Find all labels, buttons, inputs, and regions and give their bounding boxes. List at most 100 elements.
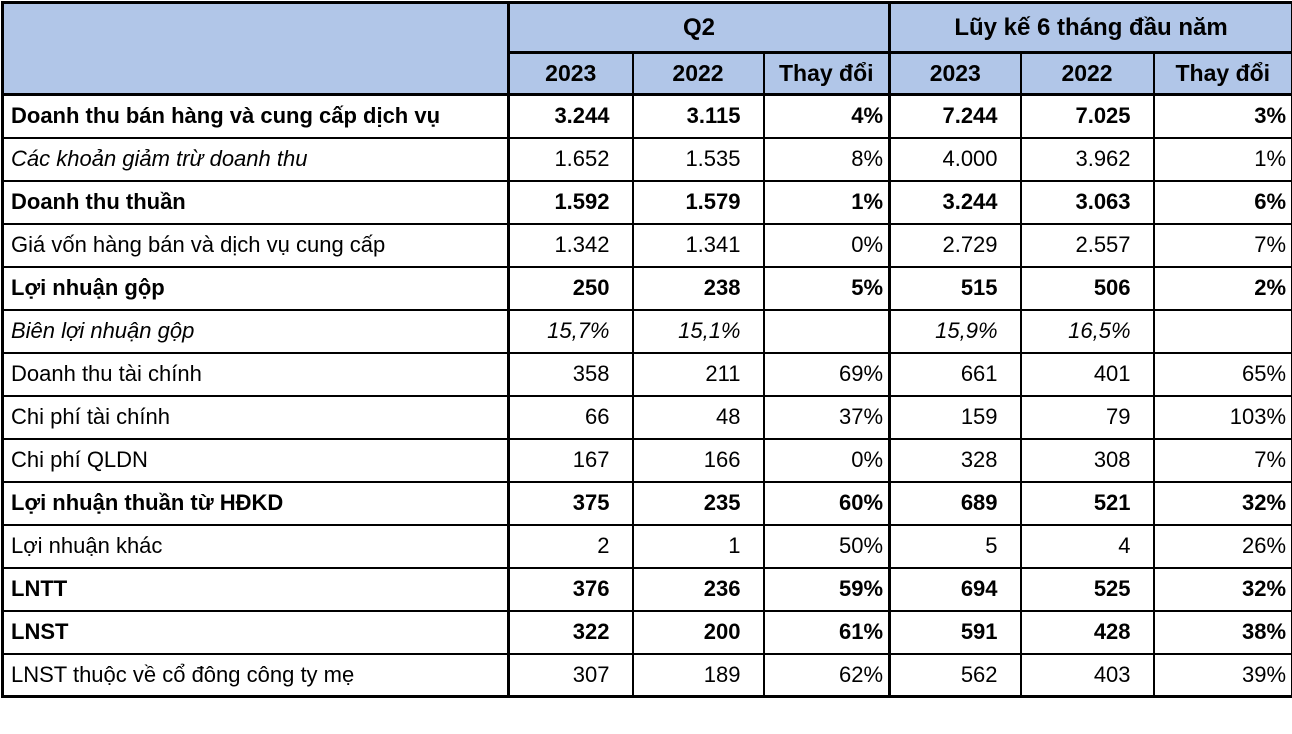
cell-value: 591 — [888, 609, 1022, 655]
row-label: Giá vốn hàng bán và dịch vụ cung cấp — [1, 222, 510, 268]
row-label: LNST — [1, 609, 510, 655]
cell-value: 159 — [888, 394, 1022, 440]
cell-value: 2 — [507, 523, 634, 569]
row-label: Biên lợi nhuận gộp — [1, 308, 510, 354]
cell-value: 7.025 — [1019, 93, 1155, 139]
table-row: Các khoản giảm trừ doanh thu 1.652 1.535 8%… — [1, 136, 1292, 182]
cell-value: 1 — [631, 523, 765, 569]
cell-value: 3.244 — [888, 179, 1022, 225]
header-group-row: Q2 Lũy kế 6 tháng đầu năm — [1, 1, 1292, 96]
row-label: Lợi nhuận thuần từ HĐKD — [1, 480, 510, 526]
cell-change-pct: 1% — [762, 179, 891, 225]
cell-value: 3.962 — [1019, 136, 1155, 182]
row-label: Các khoản giảm trừ doanh thu — [1, 136, 510, 182]
table-body: Doanh thu bán hàng và cung cấp dịch vụ 3.… — [1, 93, 1292, 698]
table-row: Giá vốn hàng bán và dịch vụ cung cấp 1.34… — [1, 222, 1292, 268]
cell-value: 1.579 — [631, 179, 765, 225]
table-row: LNST thuộc về cổ đông công ty mẹ 307 189 62… — [1, 652, 1292, 698]
cell-value: 308 — [1019, 437, 1155, 483]
cell-value: 166 — [631, 437, 765, 483]
cell-change-pct: 4% — [762, 93, 891, 139]
cell-change-pct: 38% — [1152, 609, 1292, 655]
table-row: Biên lợi nhuận gộp 15,7% 15,1% 15,9% 16,5% — [1, 308, 1292, 354]
cell-value: 1.342 — [507, 222, 634, 268]
row-label: Lợi nhuận khác — [1, 523, 510, 569]
cell-value: 167 — [507, 437, 634, 483]
cell-value: 66 — [507, 394, 634, 440]
cell-value: 661 — [888, 351, 1022, 397]
cell-value: 250 — [507, 265, 634, 311]
cell-value: 328 — [888, 437, 1022, 483]
cell-value: 322 — [507, 609, 634, 655]
cell-change-pct: 39% — [1152, 652, 1292, 698]
cell-value: 1.535 — [631, 136, 765, 182]
cell-value: 3.063 — [1019, 179, 1155, 225]
header-group-q2: Q2 — [506, 1, 891, 54]
header-sub-row: 2023 2022 Thay đổi 2023 2022 Thay đổi — [3, 51, 1292, 96]
cell-change-pct: 50% — [762, 523, 891, 569]
row-label: LNST thuộc về cổ đông công ty mẹ — [1, 652, 510, 698]
cell-value: 2.557 — [1019, 222, 1155, 268]
cell-value: 189 — [631, 652, 765, 698]
cell-change-pct: 59% — [762, 566, 891, 612]
cell-change-pct: 32% — [1152, 480, 1292, 526]
cell-change-pct: 69% — [762, 351, 891, 397]
cell-value: 506 — [1019, 265, 1155, 311]
cell-change-pct: 7% — [1152, 222, 1292, 268]
cell-value: 7.244 — [888, 93, 1022, 139]
cell-value: 525 — [1019, 566, 1155, 612]
cell-value: 375 — [507, 480, 634, 526]
table-row: Doanh thu tài chính 358 211 69% 661 401 65% — [1, 351, 1292, 397]
cell-value: 15,1% — [631, 308, 765, 354]
cell-value: 235 — [631, 480, 765, 526]
cell-value: 689 — [888, 480, 1022, 526]
header-q2-2022: 2022 — [631, 51, 765, 96]
table-row: LNST 322 200 61% 591 428 38% — [1, 609, 1292, 655]
cell-value: 200 — [631, 609, 765, 655]
cell-value: 238 — [631, 265, 765, 311]
cell-value: 428 — [1019, 609, 1155, 655]
cell-change-pct: 60% — [762, 480, 891, 526]
table-row: Chi phí QLDN 167 166 0% 328 308 7% — [1, 437, 1292, 483]
cell-value: 16,5% — [1019, 308, 1155, 354]
table-row: Lợi nhuận thuần từ HĐKD 375 235 60% 689 521 32… — [1, 480, 1292, 526]
cell-value: 211 — [631, 351, 765, 397]
cell-value: 79 — [1019, 394, 1155, 440]
corner-cell — [1, 1, 510, 96]
cell-change-pct: 0% — [762, 437, 891, 483]
header-q2-change: Thay đổi — [762, 51, 891, 96]
row-label: Doanh thu bán hàng và cung cấp dịch vụ — [1, 93, 510, 139]
cell-value: 4.000 — [888, 136, 1022, 182]
cell-value: 403 — [1019, 652, 1155, 698]
header-q2-2023: 2023 — [507, 51, 634, 96]
cell-change-pct: 3% — [1152, 93, 1292, 139]
cell-value: 401 — [1019, 351, 1155, 397]
table-header: Q2 Lũy kế 6 tháng đầu năm 2023 2022 Thay… — [1, 1, 1292, 96]
cell-value: 4 — [1019, 523, 1155, 569]
financial-results-table: Q2 Lũy kế 6 tháng đầu năm 2023 2022 Thay… — [1, 1, 1292, 698]
cell-change-pct — [762, 308, 891, 354]
cell-change-pct: 61% — [762, 609, 891, 655]
cell-value: 5 — [888, 523, 1022, 569]
table-row: Doanh thu thuần 1.592 1.579 1% 3.244 3.063 6% — [1, 179, 1292, 225]
table-row: Chi phí tài chính 66 48 37% 159 79 103% — [1, 394, 1292, 440]
cell-change-pct: 65% — [1152, 351, 1292, 397]
cell-change-pct: 6% — [1152, 179, 1292, 225]
cell-change-pct: 37% — [762, 394, 891, 440]
cell-value: 236 — [631, 566, 765, 612]
table-row: Doanh thu bán hàng và cung cấp dịch vụ 3.… — [1, 93, 1292, 139]
cell-value: 358 — [507, 351, 634, 397]
cell-change-pct: 0% — [762, 222, 891, 268]
table-row: LNTT 376 236 59% 694 525 32% — [1, 566, 1292, 612]
cell-value: 1.341 — [631, 222, 765, 268]
cell-change-pct: 7% — [1152, 437, 1292, 483]
cell-change-pct: 8% — [762, 136, 891, 182]
cell-value: 2.729 — [888, 222, 1022, 268]
row-label: Doanh thu thuần — [1, 179, 510, 225]
cell-value: 15,9% — [888, 308, 1022, 354]
cell-change-pct: 103% — [1152, 394, 1292, 440]
row-label: Doanh thu tài chính — [1, 351, 510, 397]
cell-change-pct: 5% — [762, 265, 891, 311]
cell-change-pct: 1% — [1152, 136, 1292, 182]
